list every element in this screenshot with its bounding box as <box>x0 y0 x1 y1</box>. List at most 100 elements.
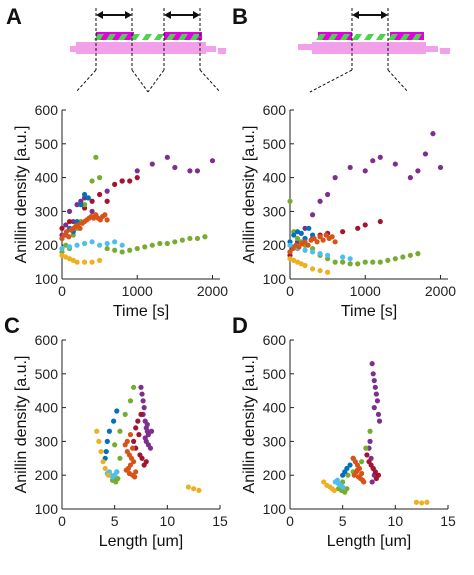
data-point-purple <box>145 432 151 438</box>
data-point-green <box>370 259 376 265</box>
data-point-green <box>392 256 398 262</box>
data-point-purple <box>374 398 381 404</box>
data-point-orange <box>127 432 134 438</box>
data-point-cyan <box>114 469 120 475</box>
data-point-orange <box>132 474 138 480</box>
data-point-green <box>287 198 293 204</box>
y-tick-label: 400 <box>35 400 59 416</box>
data-point-cyan <box>74 242 80 248</box>
data-point-green <box>415 251 421 257</box>
data-point-orange <box>290 245 296 252</box>
data-point-purple <box>66 208 73 214</box>
data-point-green <box>345 472 351 478</box>
data-point-orange <box>296 244 302 250</box>
data-point-darkred <box>66 218 73 225</box>
data-point-purple <box>437 164 444 171</box>
data-point-purple <box>70 218 76 225</box>
data-point-blue <box>85 195 91 201</box>
data-point-darkred <box>131 438 137 444</box>
data-point-orange <box>314 239 320 245</box>
y-tick-label: 600 <box>263 102 287 118</box>
data-point-green <box>127 398 134 404</box>
x-tick-label: 0 <box>286 513 294 529</box>
data-point-purple <box>367 438 373 444</box>
data-point-green <box>104 245 110 252</box>
x-axis-label: Time [s] <box>113 303 169 320</box>
x-tick-label: 5 <box>111 513 119 529</box>
data-point-green <box>149 242 155 248</box>
x-tick-label: 5 <box>339 513 347 529</box>
data-point-green <box>157 240 163 247</box>
schematic-base-bar <box>76 42 206 54</box>
data-point-yellow <box>102 465 108 472</box>
y-tick-label: 500 <box>263 366 287 382</box>
data-point-green <box>347 261 353 267</box>
x-tick-label: 2000 <box>197 283 228 299</box>
data-point-yellow <box>98 448 104 455</box>
data-point-yellow <box>185 484 191 490</box>
data-point-cyan <box>325 252 331 258</box>
data-point-green <box>400 254 406 260</box>
data-point-purple <box>362 168 368 174</box>
data-point-green <box>332 259 338 265</box>
data-point-orange <box>131 459 137 465</box>
data-point-yellow <box>302 262 308 269</box>
data-point-yellow <box>97 257 103 264</box>
schematic-base-bar <box>312 42 426 54</box>
data-point-cyan <box>119 242 125 248</box>
y-tick-label: 100 <box>35 271 59 287</box>
chart-panel-d: 100 200 300 400 500 600 0 5 10 15 Length [um] Anill… <box>241 332 456 550</box>
data-point-orange <box>302 239 308 245</box>
data-point-orange <box>104 217 110 223</box>
schematic-green-stripes <box>316 34 422 40</box>
y-tick-label: 500 <box>263 136 287 152</box>
y-tick-label: 200 <box>263 237 287 253</box>
data-point-purple <box>377 154 383 160</box>
data-point-yellow <box>321 479 327 485</box>
y-tick-label: 500 <box>35 366 59 382</box>
data-point-purple <box>369 361 375 367</box>
data-point-cyan <box>347 256 353 262</box>
data-point-cyan <box>317 251 323 257</box>
data-point-blue <box>104 438 110 444</box>
y-axis-label: Anillin density [a.u.] <box>13 126 30 264</box>
data-point-purple <box>392 161 398 167</box>
data-point-green <box>367 428 373 434</box>
chart-panel-c: 100 200 300 400 500 600 0 5 10 15 Length [um] Anill… <box>13 332 228 550</box>
data-point-yellow <box>325 269 331 275</box>
data-point-blue <box>111 418 117 424</box>
data-point-darkred <box>135 418 141 424</box>
data-point-darkred <box>136 432 142 438</box>
data-point-green <box>122 411 128 417</box>
data-point-purple <box>164 154 170 160</box>
data-point-purple <box>139 391 145 397</box>
x-tick-label: 1000 <box>350 283 381 299</box>
y-tick-label: 600 <box>263 332 287 348</box>
data-point-purple <box>140 398 146 404</box>
data-point-darkred <box>355 225 361 231</box>
x-tick-label: 0 <box>286 283 294 299</box>
data-point-green <box>344 486 350 492</box>
y-axis-label: Anillin density [a.u.] <box>13 356 30 494</box>
data-point-darkred <box>112 181 118 187</box>
data-point-green <box>407 252 413 258</box>
data-point-green <box>362 259 368 265</box>
y-tick-label: 100 <box>35 501 59 517</box>
data-point-cyan <box>81 240 88 247</box>
spindle-schematic-a <box>70 8 226 93</box>
data-point-yellow <box>81 259 88 265</box>
data-point-orange <box>361 479 367 485</box>
data-point-darkred <box>362 222 368 228</box>
data-point-cyan <box>302 247 308 253</box>
data-point-green <box>134 245 140 252</box>
data-point-green <box>164 240 170 247</box>
data-point-blue <box>114 408 120 414</box>
data-point-green <box>93 154 99 160</box>
data-point-purple <box>148 428 155 434</box>
data-point-green <box>117 428 123 434</box>
data-point-purple <box>370 158 376 164</box>
data-point-green <box>340 259 346 265</box>
data-point-yellow <box>89 259 95 265</box>
data-point-purple <box>422 151 429 157</box>
